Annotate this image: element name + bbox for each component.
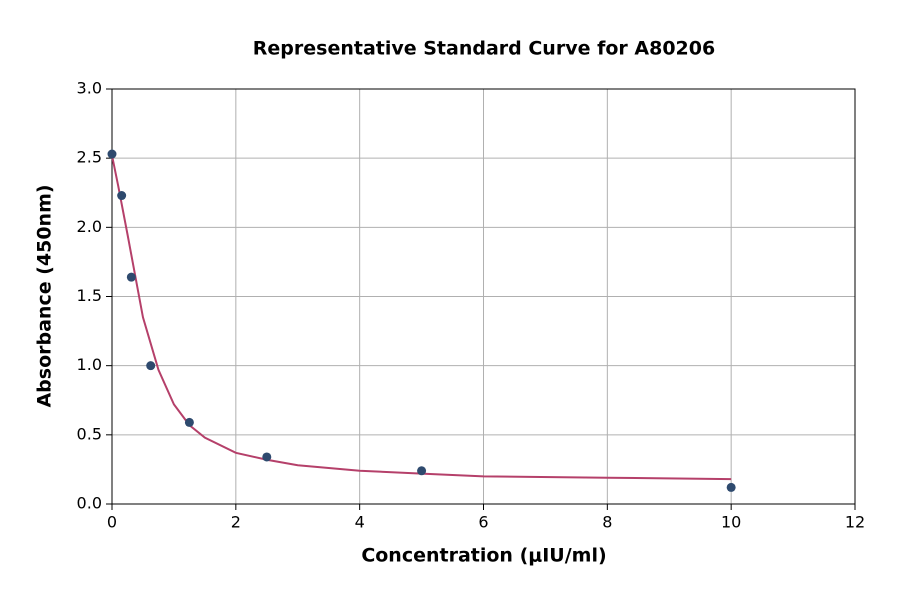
data-point (126, 272, 136, 282)
data-point (146, 361, 156, 371)
plot-frame (111, 88, 856, 505)
data-point (107, 149, 117, 159)
data-point (726, 482, 736, 492)
chart-title: Representative Standard Curve for A80206 (253, 38, 715, 60)
data-point (184, 417, 194, 427)
x-axis-label: Concentration (μIU/ml) (361, 545, 606, 567)
y-tick-label: 3.0 (77, 79, 102, 98)
y-tick-label: 1.5 (77, 286, 102, 305)
data-point (262, 452, 272, 462)
y-tick-label: 2.0 (77, 217, 102, 236)
x-tick-label: 8 (602, 513, 612, 532)
x-tick-label: 10 (721, 513, 741, 532)
fit-curve (111, 155, 732, 481)
x-tick-label: 4 (355, 513, 365, 532)
x-tick-label: 2 (231, 513, 241, 532)
x-tick-label: 0 (107, 513, 117, 532)
x-tick-label: 6 (478, 513, 488, 532)
y-tick-label: 0.0 (77, 494, 102, 513)
y-tick-label: 0.5 (77, 424, 102, 443)
data-point (117, 191, 127, 201)
y-axis-label: Absorbance (450nm) (34, 184, 56, 407)
data-point (417, 466, 427, 476)
x-tick-label: 12 (845, 513, 865, 532)
y-tick-label: 1.0 (77, 355, 102, 374)
y-tick-label: 2.5 (77, 148, 102, 167)
